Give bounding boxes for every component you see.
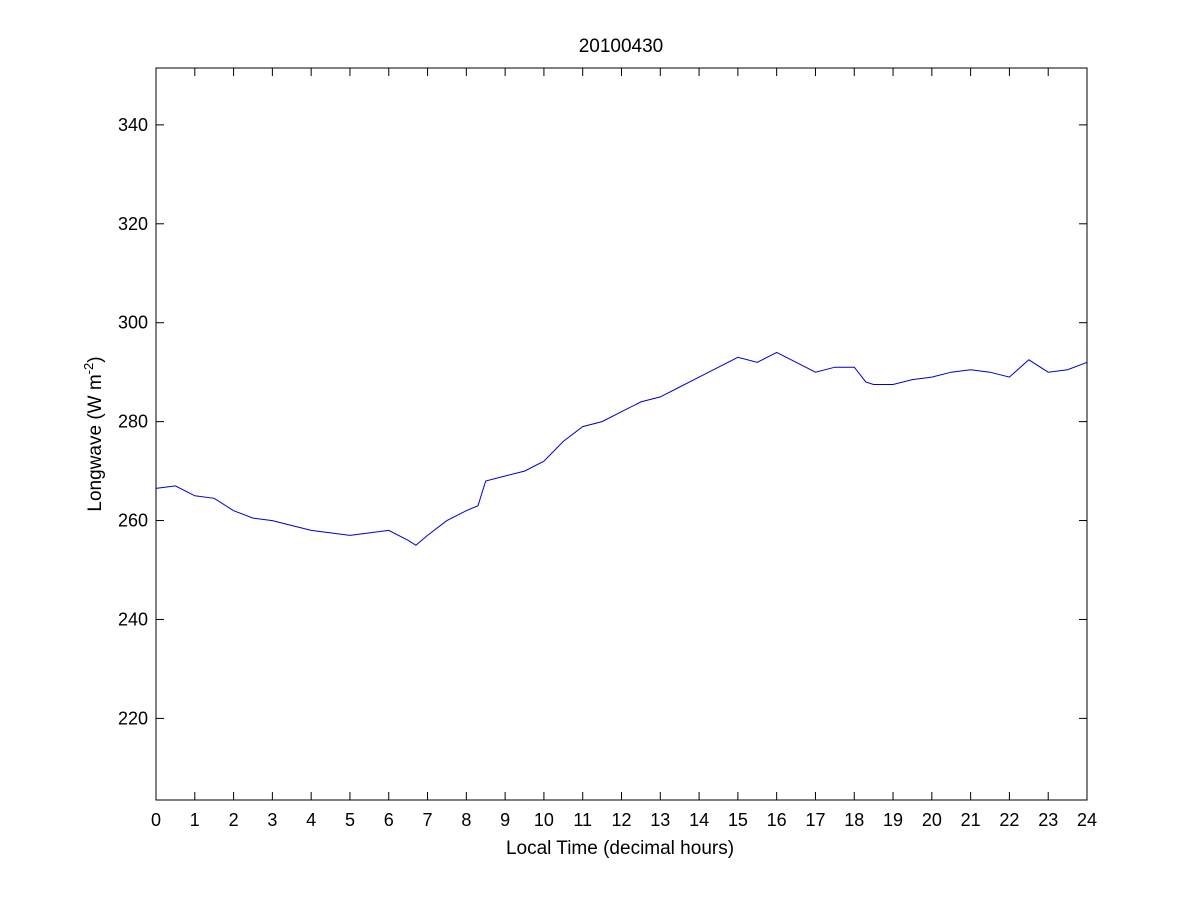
y-axis-label-superscript: -2 bbox=[81, 363, 96, 375]
y-tick-label: 320 bbox=[118, 214, 148, 234]
x-tick-label: 5 bbox=[345, 810, 355, 830]
tick-labels: 0 1 2 3 4 5 6 7 8 9 10 11 12 13 14 15 16 17 18 19 20 21 22 23 24… bbox=[118, 115, 1097, 830]
x-tick-label: 14 bbox=[689, 810, 709, 830]
y-axis-label-suffix: ) bbox=[85, 356, 106, 362]
y-axis-label: Longwave (W m-2) bbox=[81, 356, 106, 511]
x-tick-label: 6 bbox=[384, 810, 394, 830]
ticks-layer bbox=[155, 68, 1088, 800]
x-tick-label: 3 bbox=[267, 810, 277, 830]
x-tick-label: 12 bbox=[611, 810, 631, 830]
y-tick-label: 220 bbox=[118, 708, 148, 728]
x-tick-label: 22 bbox=[999, 810, 1019, 830]
x-tick-label: 2 bbox=[229, 810, 239, 830]
x-tick-label: 21 bbox=[961, 810, 981, 830]
y-tick-label: 240 bbox=[118, 609, 148, 629]
x-tick-label: 11 bbox=[573, 810, 592, 830]
x-tick-label: 15 bbox=[728, 810, 748, 830]
x-tick-label: 19 bbox=[883, 810, 903, 830]
x-tick-label: 23 bbox=[1038, 810, 1058, 830]
chart-title: 20100430 bbox=[579, 36, 664, 57]
x-tick-label: 18 bbox=[844, 810, 864, 830]
x-tick-label: 0 bbox=[151, 810, 161, 830]
x-tick-label: 13 bbox=[650, 810, 670, 830]
y-tick-label: 340 bbox=[118, 115, 148, 135]
x-tick-label: 8 bbox=[461, 810, 471, 830]
x-tick-label: 9 bbox=[500, 810, 510, 830]
y-axis-label-main: Longwave (W m bbox=[85, 374, 106, 511]
x-tick-label: 17 bbox=[805, 810, 825, 830]
y-tick-label: 300 bbox=[118, 313, 148, 333]
x-tick-label: 7 bbox=[423, 810, 433, 830]
plot-frame bbox=[155, 67, 1088, 801]
series-line bbox=[155, 351, 1088, 546]
x-tick-label: 1 bbox=[190, 810, 200, 830]
x-tick-label: 20 bbox=[922, 810, 942, 830]
x-tick-label: 16 bbox=[767, 810, 787, 830]
y-tick-label: 280 bbox=[118, 412, 148, 432]
x-tick-label: 10 bbox=[534, 810, 554, 830]
x-tick-label: 24 bbox=[1077, 810, 1097, 830]
x-tick-label: 4 bbox=[306, 810, 316, 830]
y-tick-label: 260 bbox=[118, 511, 148, 531]
x-axis-label: Local Time (decimal hours) bbox=[506, 838, 734, 859]
